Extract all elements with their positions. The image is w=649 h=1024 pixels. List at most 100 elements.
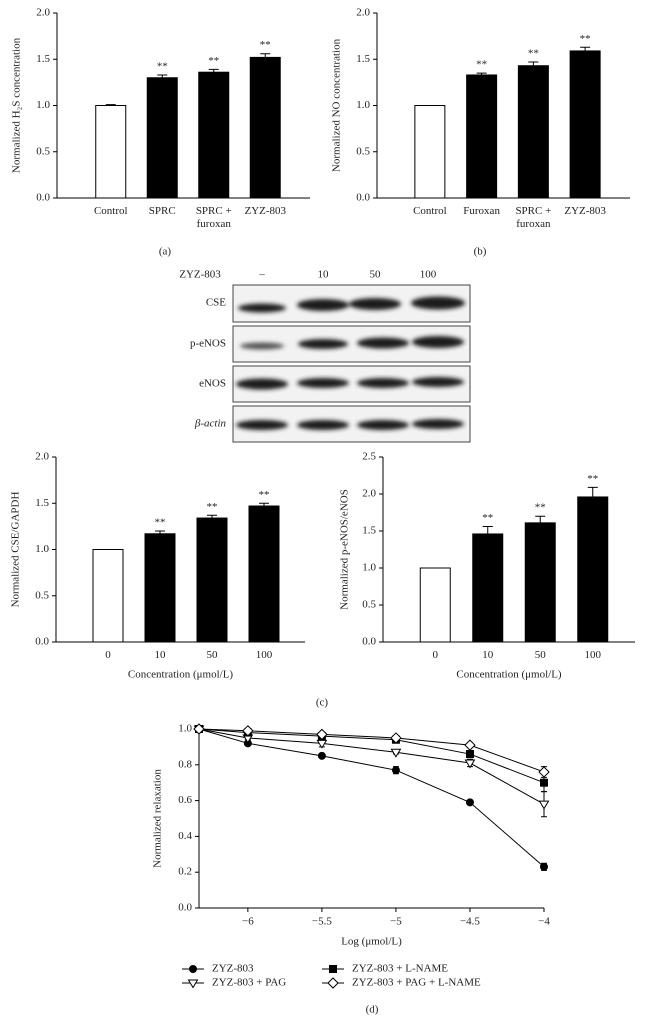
legend-label: ZYZ-803 + L-NAME <box>352 963 448 975</box>
significance-mark: ** <box>208 55 219 67</box>
point <box>242 725 254 737</box>
blot-row-label: β-actin <box>194 418 227 430</box>
bar <box>249 56 281 199</box>
y-tick-label: 1.5 <box>36 53 50 65</box>
x-tick-label: −4 <box>538 916 550 928</box>
point <box>538 800 550 810</box>
legend-label: ZYZ-803 <box>212 963 254 975</box>
blot-row-label: p-eNOS <box>190 338 226 350</box>
x-tick-label: 50 <box>206 649 218 661</box>
error-bar <box>208 68 219 73</box>
blot-bands <box>236 296 465 430</box>
y-axis-label: Normalized relaxation <box>152 769 164 868</box>
y-tick-label: 0.5 <box>36 145 50 157</box>
bar <box>472 533 504 643</box>
x-axis-label: Concentration (μmol/L) <box>456 669 562 681</box>
y-tick-label: 1.0 <box>356 99 370 111</box>
line <box>198 728 545 868</box>
blot-lane-label: 50 <box>370 269 382 281</box>
y-tick-label: 2.0 <box>356 7 370 19</box>
y-tick-label: 0.0 <box>35 636 49 648</box>
panel-label: (d) <box>366 1004 379 1016</box>
significance-mark: ** <box>207 501 218 513</box>
error-bar <box>535 515 546 523</box>
western-blot: ZYZ-803 – 10 50 100 CSE p-eNOS eNOS β-ac… <box>179 269 471 443</box>
error-bar <box>482 526 493 534</box>
y-tick-label: 0.2 <box>178 866 192 878</box>
significance-mark: ** <box>155 517 166 529</box>
point <box>317 751 326 760</box>
significance-mark: ** <box>259 489 270 501</box>
bar <box>517 65 549 199</box>
y-axis-label: Normalized CSE/GAPDH <box>10 492 22 608</box>
point <box>465 798 474 807</box>
error-bar <box>157 74 168 78</box>
significance-mark: ** <box>580 33 591 45</box>
point <box>390 748 402 758</box>
legend-marker <box>187 979 199 989</box>
x-tick-label: 0 <box>432 649 439 661</box>
x-axis-label: Concentration (μmol/L) <box>128 669 234 681</box>
y-axis-label: Normalized p-eNOS/eNOS <box>339 489 351 610</box>
blot-lane-label: – <box>258 269 265 281</box>
y-axis-label: Normalized H₂S concentration <box>11 37 23 173</box>
y-axis-label: Normalized NO concentration <box>331 38 343 172</box>
blot-lane-label: 10 <box>318 269 330 281</box>
x-tick-label: ZYZ-803 <box>244 205 287 217</box>
panel-label: (a) <box>159 246 172 258</box>
x-tick-label: 50 <box>534 649 546 661</box>
y-tick-label: 2.0 <box>35 451 49 463</box>
x-tick-label: 100 <box>255 649 273 661</box>
point <box>390 732 402 744</box>
panel-label: (c) <box>316 697 329 709</box>
x-tick-label: 10 <box>482 649 494 661</box>
legend-label: ZYZ-803 + PAG <box>212 977 286 989</box>
bar <box>95 105 127 199</box>
error-bar <box>528 61 539 66</box>
significance-mark: ** <box>157 61 168 73</box>
point <box>316 728 328 741</box>
x-tick-label: 10 <box>154 649 166 661</box>
y-tick-label: 2.0 <box>362 488 376 500</box>
error-bar <box>587 486 598 497</box>
x-tick-label: −6 <box>242 916 254 928</box>
blot-row-label: eNOS <box>199 378 226 390</box>
x-tick-label: Furoxan <box>463 205 500 217</box>
significance-mark: ** <box>260 39 271 51</box>
error-bar <box>259 502 269 507</box>
blot-treatment-label: ZYZ-803 <box>179 269 221 281</box>
y-tick-label: 1.0 <box>35 543 49 555</box>
y-tick-label: 0.0 <box>362 636 376 648</box>
point <box>538 766 550 778</box>
point <box>464 759 476 769</box>
point <box>464 739 476 751</box>
y-tick-label: 0.5 <box>356 145 370 157</box>
significance-mark: ** <box>587 473 598 485</box>
y-tick-label: 0.5 <box>35 589 49 601</box>
y-tick-label: 1.0 <box>362 562 376 574</box>
bar <box>248 505 280 643</box>
point <box>540 778 548 787</box>
bar <box>466 74 498 199</box>
error-bar <box>207 514 217 519</box>
bar <box>419 567 451 643</box>
significance-mark: ** <box>535 502 546 514</box>
line <box>198 728 545 784</box>
y-tick-label: 0.0 <box>36 192 50 204</box>
bar <box>92 549 124 643</box>
error-bar <box>155 530 165 534</box>
x-tick-label: SPRC <box>148 205 176 217</box>
y-tick-label: 1.5 <box>362 525 376 537</box>
bar <box>569 50 601 199</box>
significance-mark: ** <box>528 48 539 60</box>
point <box>391 766 400 775</box>
x-tick-label: 0 <box>105 649 111 661</box>
panel-label: (b) <box>474 246 487 258</box>
x-tick-label: ZYZ-803 <box>564 205 606 217</box>
x-tick-label: −4.5 <box>460 916 480 928</box>
line <box>198 728 545 805</box>
x-tick-label: −5.5 <box>312 916 332 928</box>
bar <box>524 522 556 643</box>
error-bar <box>476 72 487 75</box>
